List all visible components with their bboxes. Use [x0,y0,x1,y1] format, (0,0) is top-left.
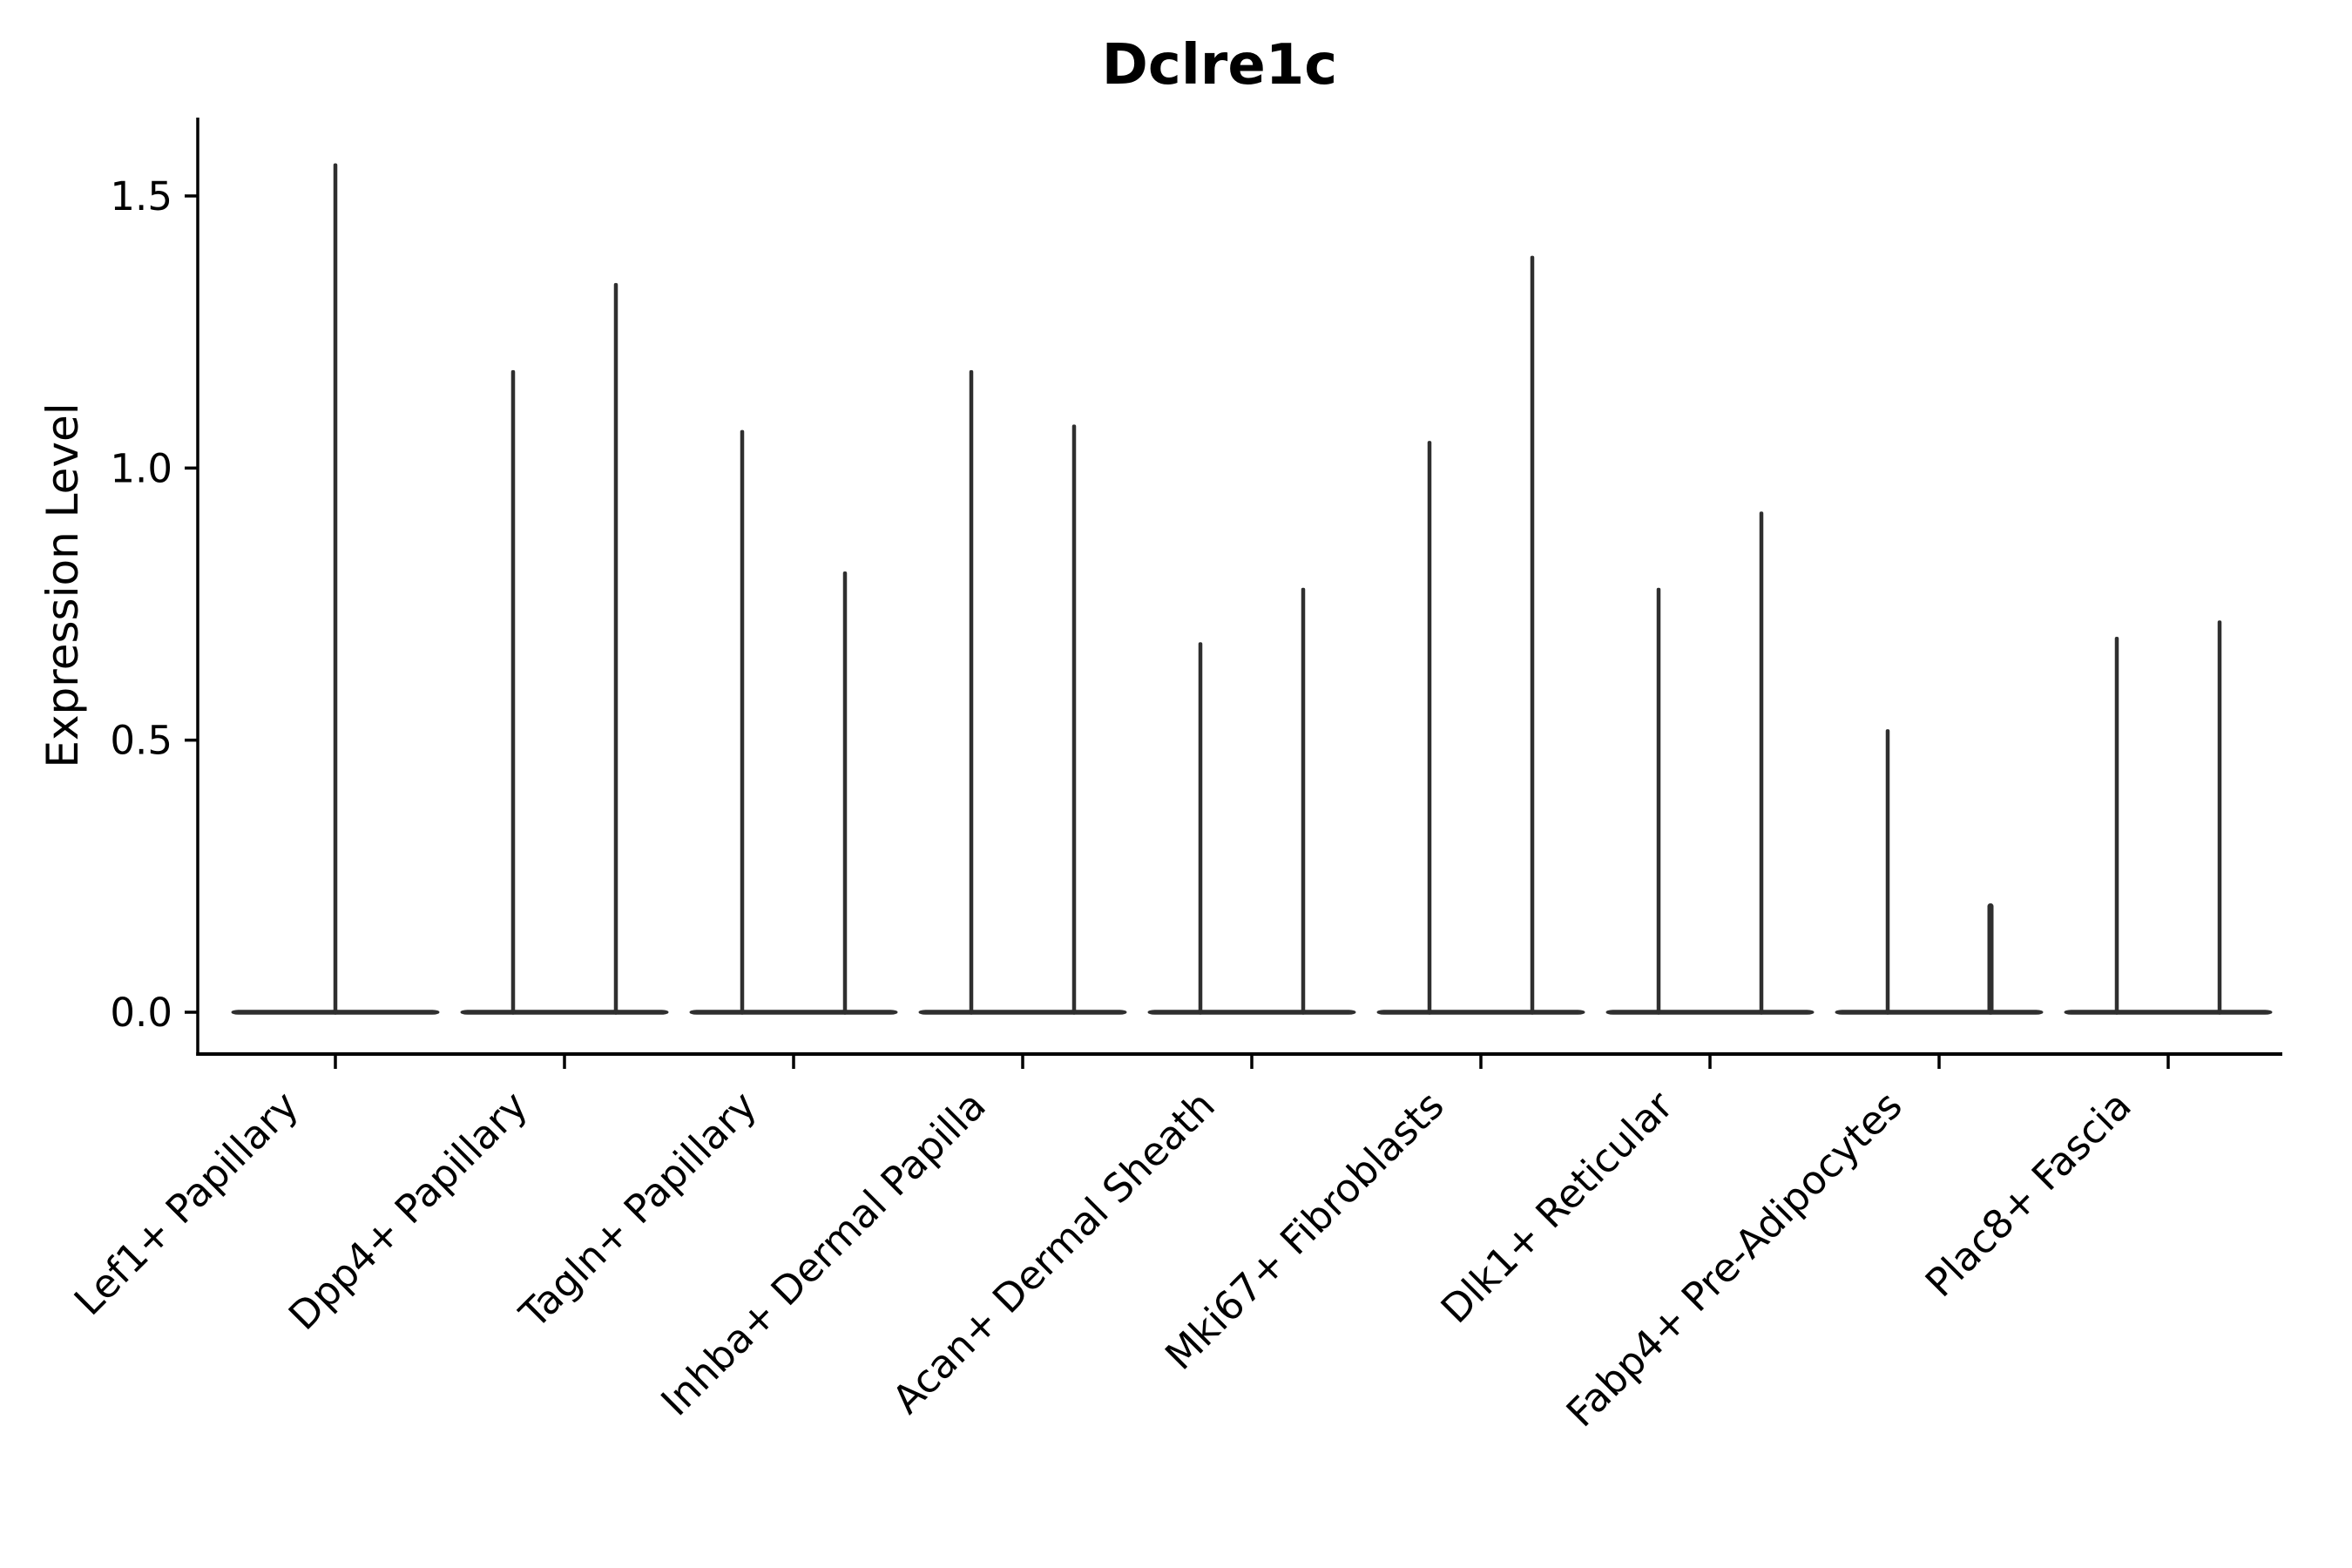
y-axis-label: Expression Level [37,402,88,768]
x-tick-label: Dlk1+ Reticular [1432,1082,1682,1332]
violin-spike [1198,642,1203,1015]
violin-zero-base [1376,1010,1585,1015]
violin-spike [2217,620,2222,1015]
violin-spike [1427,441,1432,1015]
x-axis-spine [196,1052,2282,1056]
violin-zero-base [460,1010,669,1015]
violin-zero-base [1147,1010,1356,1015]
y-tick-mark [185,1010,198,1014]
x-tick-label: Lef1+ Papillary [65,1082,308,1324]
violin-spike [969,369,974,1015]
x-tick-label: Plac8+ Fascia [1916,1082,2140,1306]
violin-zero-base [2064,1010,2273,1015]
violin-spike [1530,255,1535,1015]
violin-spike [510,369,516,1015]
violin-zero-base [1835,1010,2044,1015]
x-tick-label: Tagln+ Papillary [510,1082,766,1337]
violin-spike [333,163,338,1015]
violin-spike [1987,903,1994,1015]
y-axis-spine [196,118,199,1056]
x-tick-mark [1250,1054,1254,1069]
violin-spike [1301,587,1306,1015]
x-tick-mark [1021,1054,1024,1069]
x-tick-mark [1708,1054,1712,1069]
x-tick-mark [1937,1054,1941,1069]
y-tick-mark [185,194,198,198]
y-tick-label: 0.5 [110,718,172,764]
y-tick-mark [185,466,198,470]
violin-spike [1759,511,1764,1015]
violin-spike [1885,729,1890,1015]
chart-title: Dclre1c [1101,33,1338,98]
violin-spike [842,571,848,1015]
y-tick-label: 1.5 [110,173,172,220]
violin-spike [740,429,745,1015]
y-tick-label: 1.0 [110,445,172,491]
violin-zero-base [918,1010,1127,1015]
violin-zero-base [1605,1010,1815,1015]
violin-spike [613,282,618,1015]
x-tick-mark [2166,1054,2170,1069]
x-tick-mark [563,1054,566,1069]
x-tick-label: Dpp4+ Papillary [280,1082,537,1339]
x-tick-mark [334,1054,337,1069]
violin-zero-base [689,1010,898,1015]
x-tick-mark [1479,1054,1483,1069]
violin-spike [2114,636,2119,1015]
violin-spike [1656,587,1661,1015]
y-tick-mark [185,738,198,742]
violin-spike [1071,424,1077,1015]
x-tick-mark [792,1054,795,1069]
y-tick-label: 0.0 [110,990,172,1036]
